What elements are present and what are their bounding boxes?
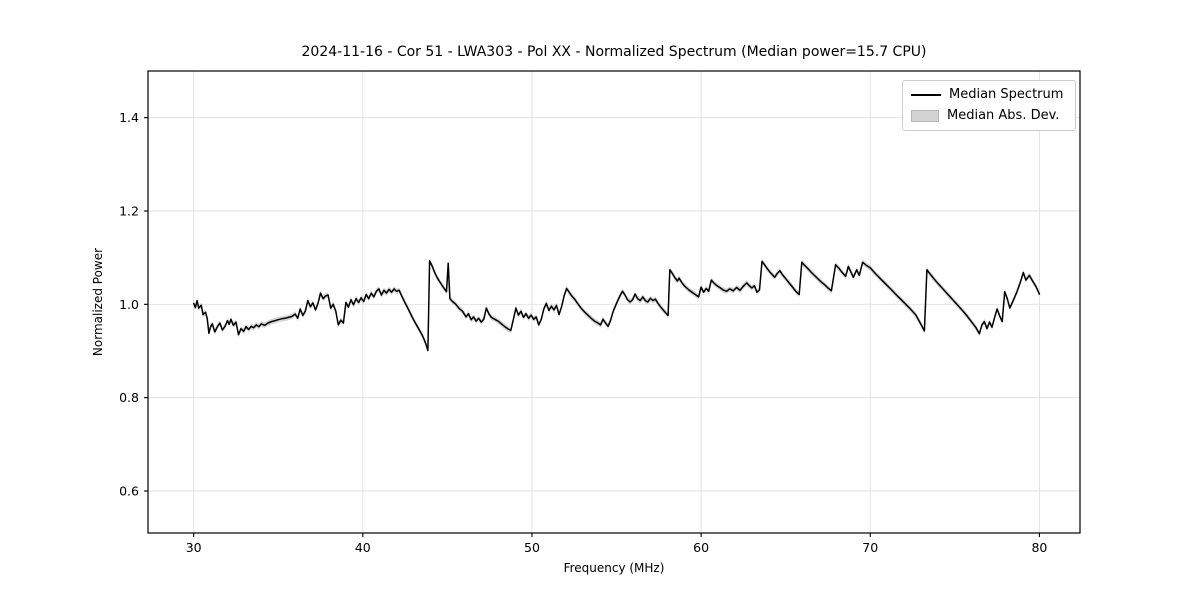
y-tick-label: 1.0 (119, 297, 139, 312)
median-abs-dev-band (193, 258, 1040, 354)
x-tick-label: 60 (693, 540, 709, 555)
legend-box: Median Spectrum Median Abs. Dev. (902, 80, 1076, 131)
y-tick-label: 1.4 (119, 110, 139, 125)
x-tick-label: 50 (524, 540, 540, 555)
legend-label: Median Abs. Dev. (947, 108, 1060, 123)
x-tick-label: 30 (186, 540, 202, 555)
legend-label: Median Spectrum (949, 87, 1064, 102)
patch-swatch-icon (911, 109, 939, 122)
legend-entry-median-spectrum: Median Spectrum (911, 87, 1065, 102)
x-tick-label: 80 (1031, 540, 1047, 555)
y-axis-label: Normalized Power (91, 247, 105, 357)
legend-entry-median-abs-dev: Median Abs. Dev. (911, 108, 1065, 123)
x-tick-label: 40 (355, 540, 371, 555)
chart-title: 2024-11-16 - Cor 51 - LWA303 - Pol XX - … (301, 44, 927, 60)
y-tick-label: 0.8 (119, 390, 139, 405)
median-spectrum-line (192, 260, 1041, 352)
x-tick-label: 70 (862, 540, 878, 555)
y-tick-label: 0.6 (119, 484, 139, 499)
y-tick-label: 1.2 (119, 204, 139, 219)
line-swatch-icon (911, 93, 941, 96)
x-axis-label: Frequency (MHz) (563, 561, 665, 575)
axes-spines (147, 70, 1081, 534)
